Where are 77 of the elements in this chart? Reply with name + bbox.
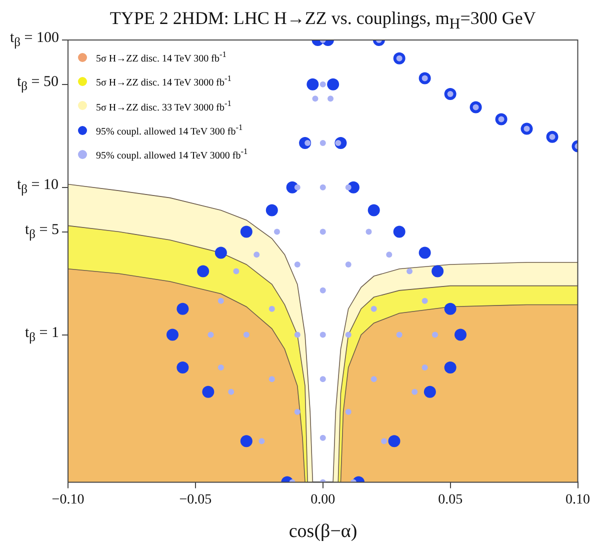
point: [393, 226, 406, 238]
point: [202, 386, 214, 398]
point: [406, 268, 413, 274]
point: [370, 306, 377, 312]
point: [240, 435, 252, 448]
legend-label: 95% coupl. allowed 14 TeV 300 fb$^{-1}$: [96, 122, 243, 138]
point: [345, 332, 352, 338]
point: [240, 226, 252, 238]
x-axis-title: cos(β−α): [288, 521, 358, 543]
point: [345, 408, 352, 415]
point: [274, 228, 280, 235]
point: [422, 364, 428, 370]
point: [218, 298, 224, 304]
point: [268, 306, 275, 312]
y-tick-label: t$_{β}$ = 10: [17, 177, 59, 198]
y-tick-label: t$_{β}$ = 1: [25, 324, 60, 345]
point: [214, 246, 227, 259]
point: [320, 287, 326, 294]
x-tick-label: −0.10: [52, 492, 84, 508]
legend-label: 5σ H→ZZ disc. 14 TeV 3000 fb$^{-1}$: [96, 74, 232, 89]
point: [396, 332, 402, 338]
y-tick-label: t$_{β}$ = 50: [17, 74, 59, 94]
point: [233, 268, 240, 274]
point: [294, 261, 300, 268]
point: [254, 252, 260, 258]
point: [176, 362, 189, 374]
point: [320, 184, 326, 190]
legend-label: 5σ H→ZZ disc. 33 TeV 3000 fb$^{-1}$: [96, 98, 232, 113]
y-tick-label: t$_{β}$ = 100: [10, 30, 60, 50]
point: [320, 81, 326, 88]
point: [294, 184, 300, 190]
point: [327, 78, 340, 90]
legend-label: 5σ H→ZZ disc. 14 TeV 300 fb$^{-1}$: [96, 50, 226, 64]
point: [268, 376, 275, 382]
point: [228, 388, 234, 395]
point: [432, 265, 444, 278]
point: [197, 265, 210, 278]
y-tick-label: t$_{β}$ = 5: [25, 222, 60, 242]
point: [294, 408, 300, 415]
point: [386, 252, 392, 258]
point: [444, 302, 456, 315]
point: [454, 328, 467, 341]
point: [218, 364, 224, 370]
point: [368, 204, 380, 216]
point: [432, 332, 438, 338]
point: [381, 438, 388, 444]
chart-title: TYPE 2 2HDM: LHC H→ZZ vs. couplings, m$_{H}$=300 GeV: [110, 8, 536, 34]
point: [366, 228, 372, 235]
x-tick-label: −0.05: [179, 492, 212, 508]
point: [294, 332, 300, 338]
point: [388, 435, 400, 448]
point: [258, 438, 265, 444]
point: [176, 302, 189, 315]
point: [208, 332, 214, 338]
legend-label: 95% coupl. allowed 14 TeV 3000 fb$^{-1}$: [96, 147, 248, 162]
point: [320, 228, 326, 235]
point: [320, 140, 326, 146]
point: [266, 204, 278, 216]
x-tick-label: 0.00: [310, 492, 336, 508]
point: [345, 261, 352, 268]
point: [312, 96, 318, 102]
point: [243, 332, 250, 338]
point: [328, 96, 334, 102]
point: [320, 376, 326, 382]
point: [444, 362, 456, 374]
point: [320, 332, 326, 338]
point: [370, 376, 377, 382]
x-tick-label: 0.05: [438, 492, 463, 508]
point: [345, 184, 352, 190]
x-tick-label: 0.10: [566, 492, 590, 508]
point: [424, 386, 436, 398]
point: [306, 78, 319, 90]
point: [166, 328, 178, 341]
point: [418, 246, 431, 259]
point: [320, 434, 326, 441]
point: [412, 388, 418, 395]
point: [422, 298, 428, 304]
